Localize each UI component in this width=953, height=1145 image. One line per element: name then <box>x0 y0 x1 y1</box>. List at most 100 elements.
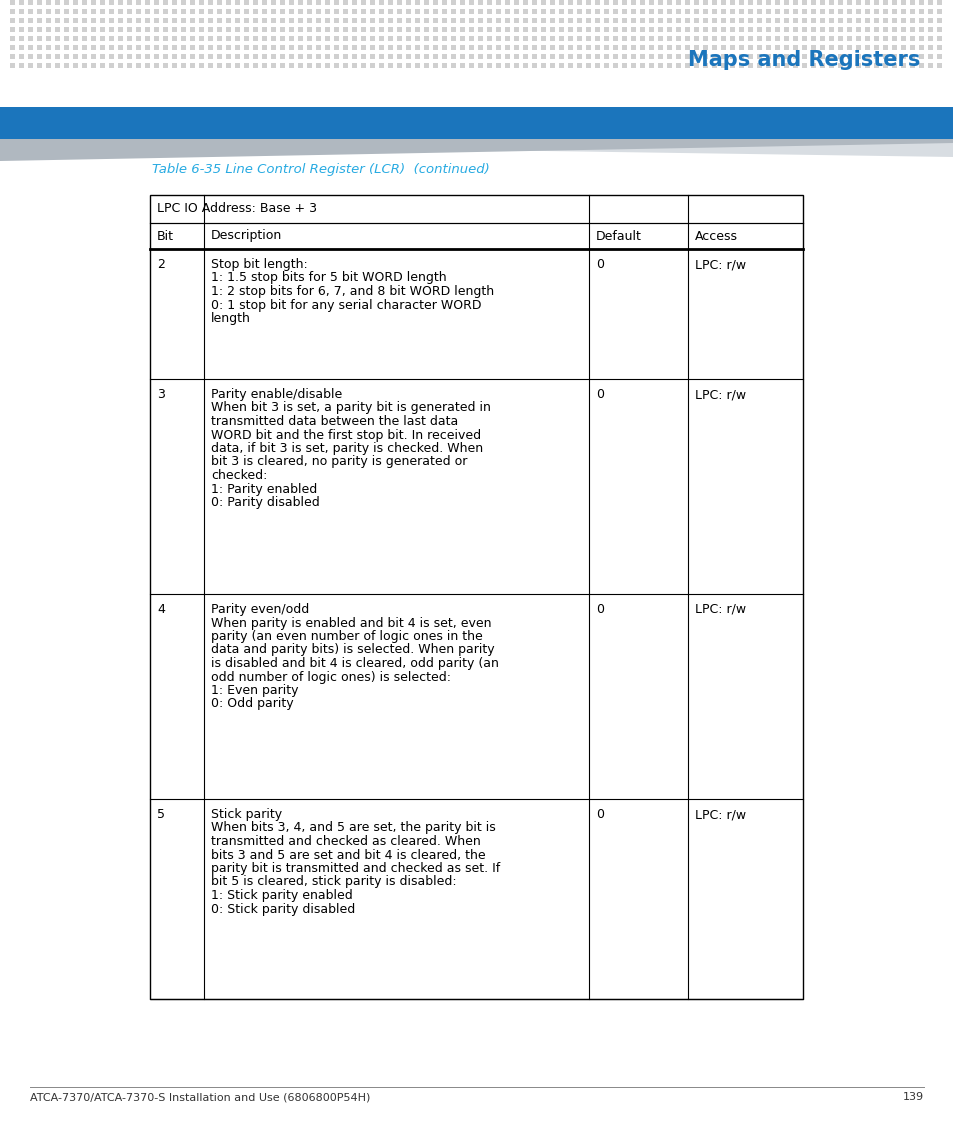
Bar <box>433 54 437 60</box>
Bar <box>595 45 599 50</box>
Bar <box>496 45 500 50</box>
Bar <box>469 54 474 60</box>
Bar <box>837 0 842 5</box>
Bar <box>433 45 437 50</box>
Bar <box>658 54 662 60</box>
Bar <box>891 45 896 50</box>
Bar <box>820 35 824 41</box>
Bar <box>864 63 869 68</box>
Bar <box>199 27 204 32</box>
Bar <box>613 35 618 41</box>
Bar <box>504 35 510 41</box>
Bar <box>918 35 923 41</box>
Bar <box>585 63 590 68</box>
Bar <box>396 54 401 60</box>
Bar <box>127 27 132 32</box>
Bar <box>927 63 932 68</box>
Bar <box>711 54 717 60</box>
Bar <box>451 18 456 23</box>
Bar <box>10 54 15 60</box>
Bar <box>262 45 267 50</box>
Bar <box>153 27 159 32</box>
Bar <box>153 63 159 68</box>
Bar <box>900 35 905 41</box>
Bar <box>226 63 231 68</box>
Bar <box>441 27 447 32</box>
Bar <box>828 0 833 5</box>
Bar <box>343 18 348 23</box>
Bar <box>315 35 320 41</box>
Bar <box>423 63 429 68</box>
Bar <box>253 35 257 41</box>
Bar <box>864 27 869 32</box>
Bar <box>909 18 914 23</box>
Bar <box>846 9 851 14</box>
Bar <box>280 54 285 60</box>
Bar <box>91 9 96 14</box>
Bar <box>181 63 186 68</box>
Bar <box>253 45 257 50</box>
Bar <box>325 63 330 68</box>
Bar <box>297 27 303 32</box>
Bar <box>658 18 662 23</box>
Bar <box>19 63 24 68</box>
Bar <box>927 18 932 23</box>
Bar <box>153 9 159 14</box>
Bar <box>504 63 510 68</box>
Bar <box>918 0 923 5</box>
Bar <box>702 63 707 68</box>
Bar <box>234 35 240 41</box>
Bar <box>145 63 150 68</box>
Bar <box>810 27 815 32</box>
Bar <box>540 45 545 50</box>
Bar <box>739 54 743 60</box>
Bar <box>55 9 60 14</box>
Bar <box>396 35 401 41</box>
Bar <box>711 63 717 68</box>
Bar <box>658 35 662 41</box>
Bar <box>720 54 725 60</box>
Bar <box>595 63 599 68</box>
Bar <box>837 63 842 68</box>
Bar <box>253 9 257 14</box>
Bar <box>792 27 797 32</box>
Text: LPC: r/w: LPC: r/w <box>695 258 745 271</box>
Bar <box>693 63 699 68</box>
Bar <box>253 54 257 60</box>
Bar <box>855 0 861 5</box>
Bar <box>882 45 887 50</box>
Bar <box>855 63 861 68</box>
Bar <box>855 45 861 50</box>
Bar <box>747 9 752 14</box>
Bar <box>459 27 464 32</box>
Bar <box>613 9 618 14</box>
Bar <box>918 45 923 50</box>
Bar <box>388 0 393 5</box>
Bar <box>684 54 689 60</box>
Text: 1: 2 stop bits for 6, 7, and 8 bit WORD length: 1: 2 stop bits for 6, 7, and 8 bit WORD … <box>211 285 494 298</box>
Bar <box>433 35 437 41</box>
Bar <box>783 9 788 14</box>
Bar <box>262 63 267 68</box>
Bar <box>711 0 717 5</box>
Bar <box>496 0 500 5</box>
Bar <box>783 35 788 41</box>
Bar <box>352 27 356 32</box>
Bar <box>46 9 51 14</box>
Bar <box>828 63 833 68</box>
Bar <box>891 9 896 14</box>
Bar <box>459 54 464 60</box>
Bar <box>415 9 419 14</box>
Bar <box>208 54 213 60</box>
Bar <box>262 9 267 14</box>
Bar <box>595 0 599 5</box>
Bar <box>388 45 393 50</box>
Bar <box>289 45 294 50</box>
Text: parity bit is transmitted and checked as set. If: parity bit is transmitted and checked as… <box>211 862 499 875</box>
Text: Description: Description <box>211 229 282 243</box>
Bar <box>621 18 626 23</box>
Bar <box>514 54 518 60</box>
Bar <box>648 27 654 32</box>
Bar <box>774 9 780 14</box>
Bar <box>360 63 366 68</box>
